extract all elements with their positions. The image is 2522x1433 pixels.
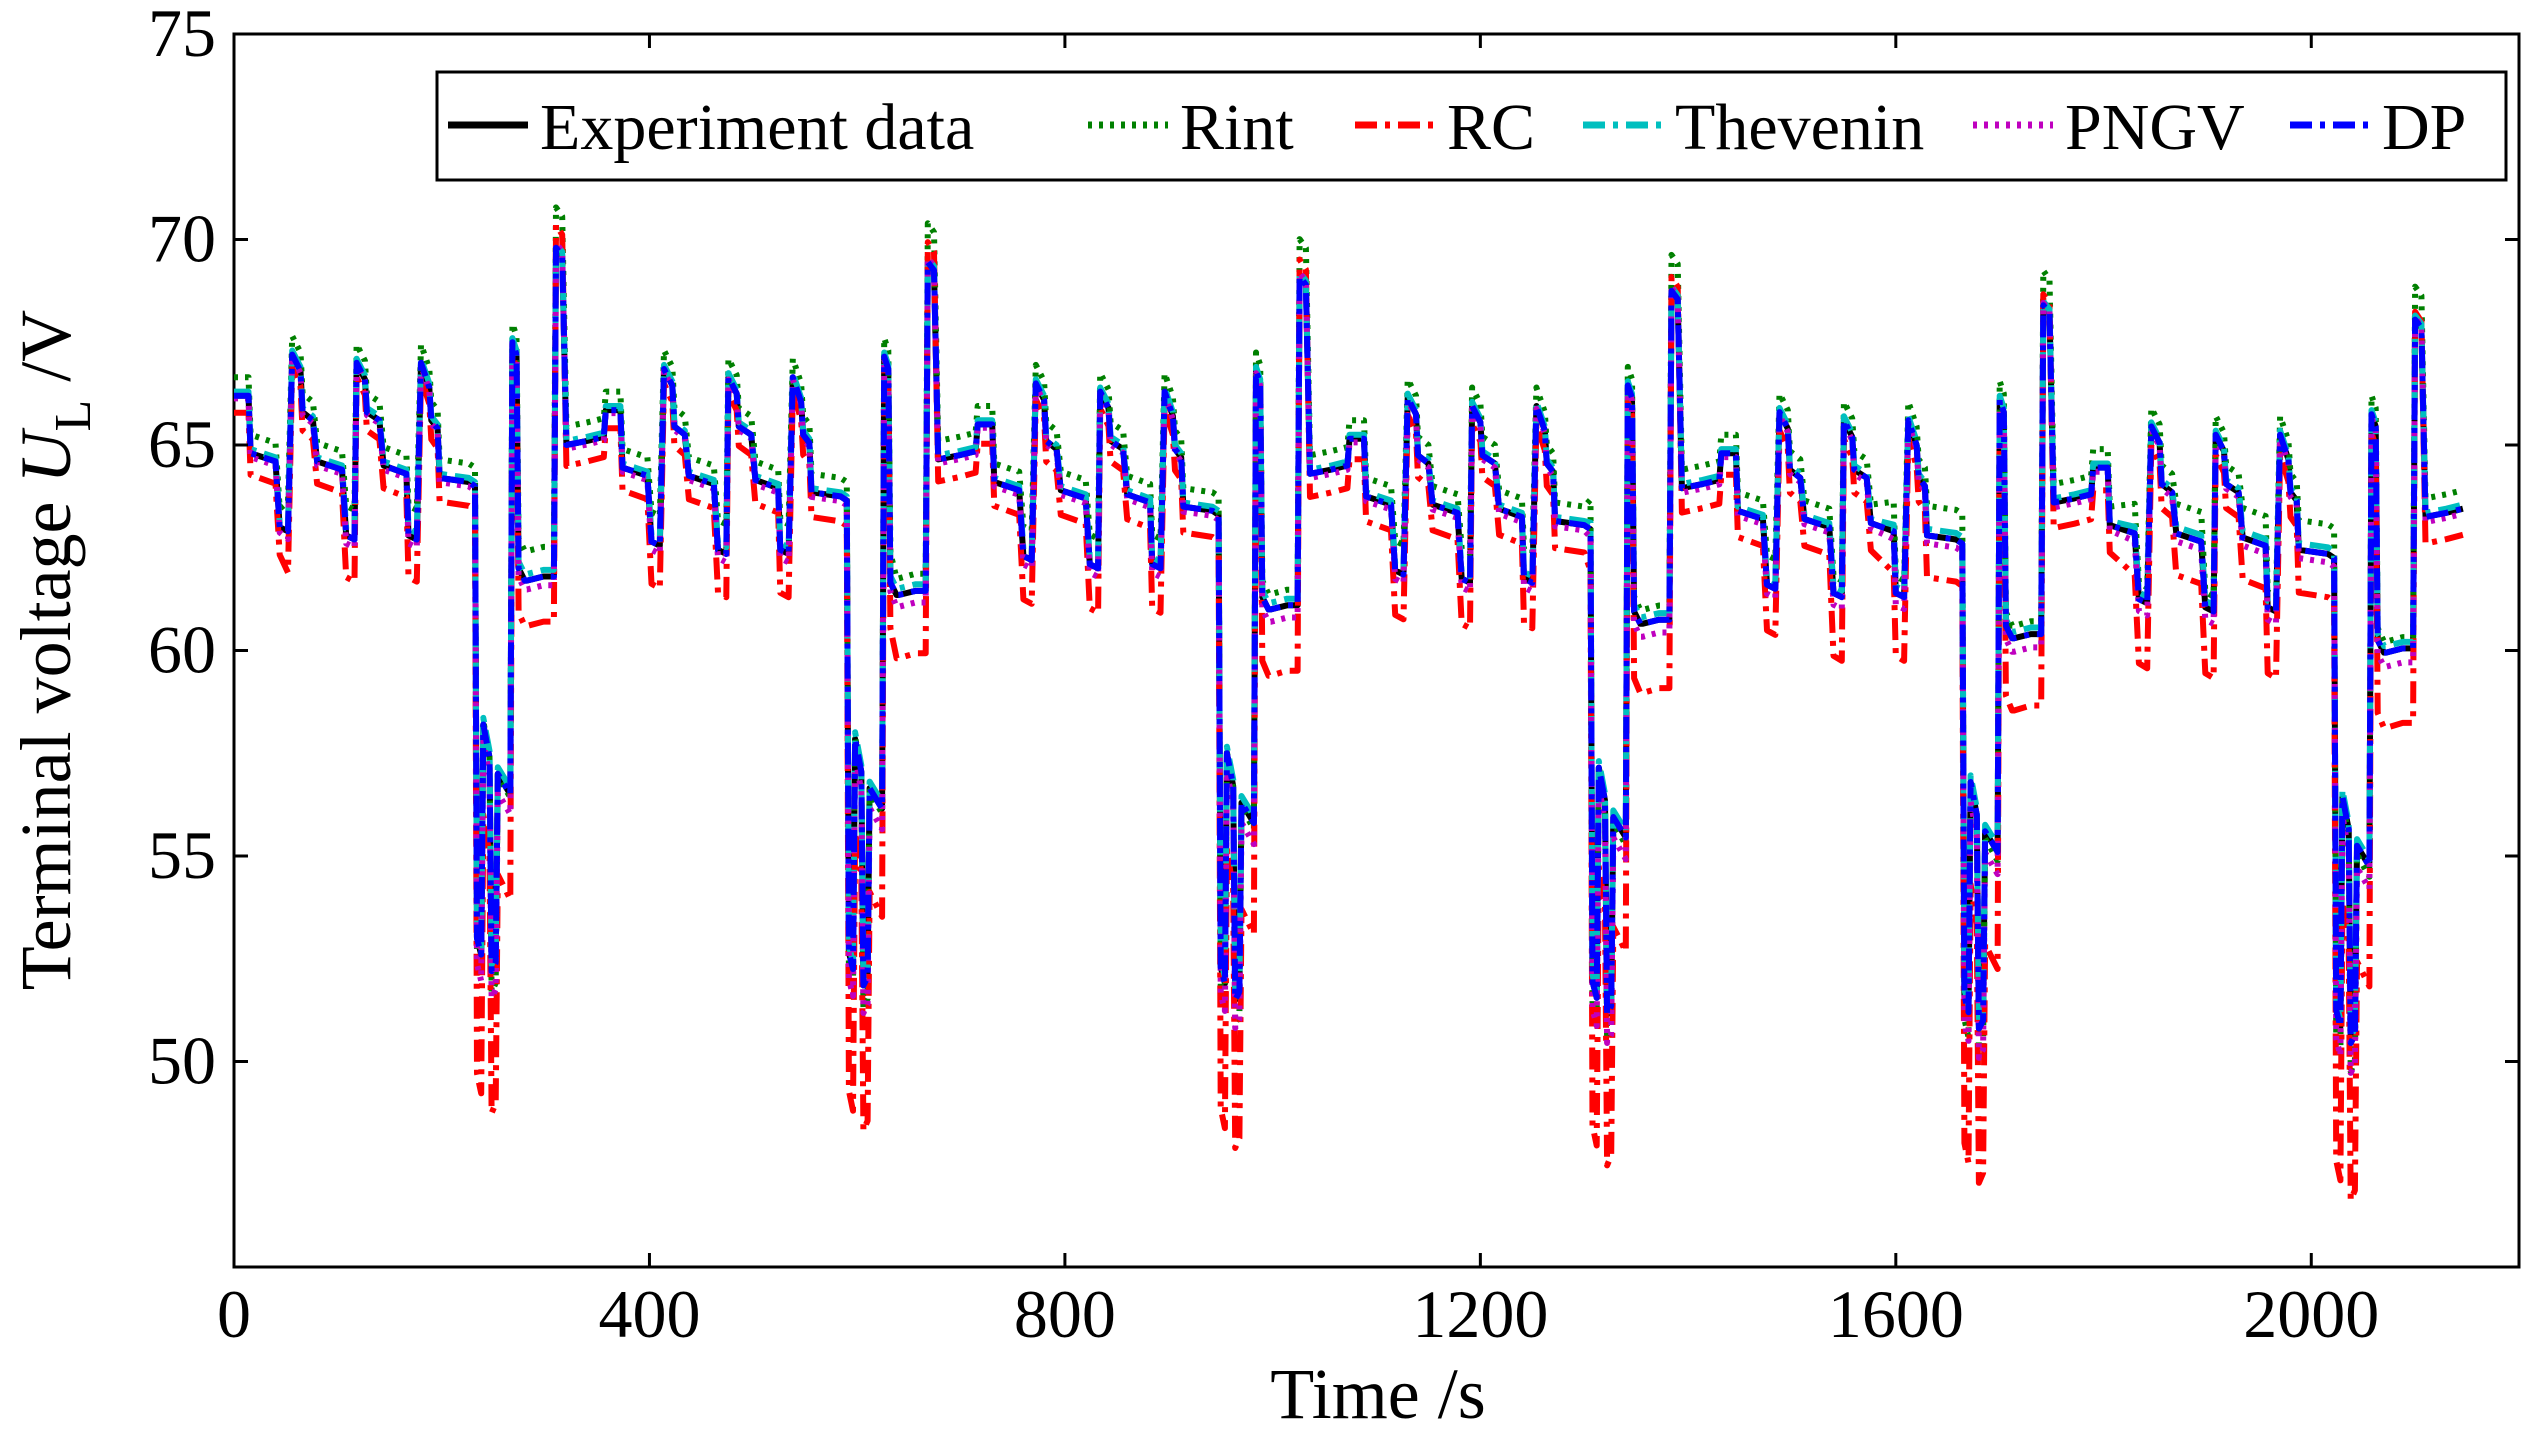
y-axis-label-subscript: L bbox=[45, 400, 102, 432]
legend-box bbox=[435, 70, 2508, 182]
x-tick-label: 2000 bbox=[2243, 1276, 2379, 1352]
x-tick-label: 800 bbox=[1014, 1276, 1116, 1352]
x-tick-label: 0 bbox=[217, 1276, 251, 1352]
legend-label: Thevenin bbox=[1675, 91, 1924, 164]
y-axis-label-unit: /V bbox=[6, 310, 86, 400]
x-tick-label: 400 bbox=[598, 1276, 700, 1352]
y-axis: 50 55 60 65 70 75 bbox=[148, 0, 2519, 1099]
y-axis-label-symbol: U bbox=[6, 427, 86, 483]
y-axis-label-prefix: Terminal voltage bbox=[6, 483, 86, 990]
legend-label: DP bbox=[2382, 91, 2466, 164]
plot-area bbox=[232, 32, 2521, 1269]
y-tick-label: 50 bbox=[148, 1023, 216, 1099]
legend-label: PNGV bbox=[2065, 91, 2245, 164]
y-tick-label: 65 bbox=[148, 406, 216, 482]
y-tick-label: 75 bbox=[148, 0, 216, 71]
y-tick-label: 60 bbox=[148, 612, 216, 688]
x-tick-label: 1200 bbox=[1412, 1276, 1548, 1352]
svg-text:Terminal voltage UL /V: Terminal voltage UL /V bbox=[6, 310, 102, 991]
y-tick-label: 55 bbox=[148, 817, 216, 893]
x-axis: 0 400 800 1200 1600 2000 bbox=[217, 34, 2379, 1352]
y-tick-label: 70 bbox=[148, 201, 216, 277]
series-layer bbox=[234, 204, 2464, 1204]
y-axis-label: Terminal voltage UL /V bbox=[6, 310, 102, 991]
legend-label: RC bbox=[1447, 91, 1535, 164]
x-tick-label: 1600 bbox=[1828, 1276, 1964, 1352]
series-line-dp bbox=[234, 244, 2464, 1046]
x-axis-label: Time /s bbox=[1270, 1354, 1485, 1433]
legend-label: Experiment data bbox=[540, 91, 974, 164]
legend: Experiment data Rint RC Thevenin PNGV DP bbox=[435, 70, 2508, 182]
legend-label: Rint bbox=[1180, 91, 1294, 164]
